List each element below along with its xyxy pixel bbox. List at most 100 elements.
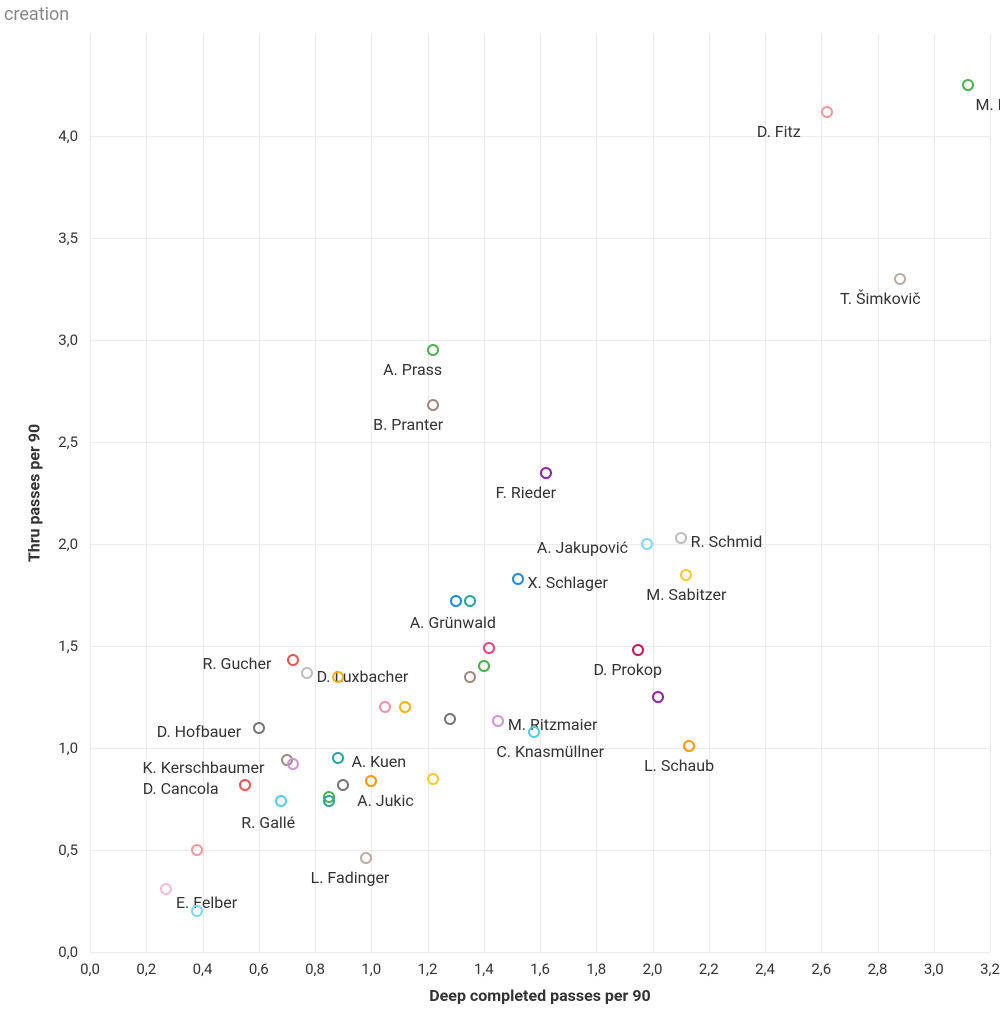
gridline-vertical — [203, 34, 204, 952]
gridline-vertical — [878, 34, 879, 952]
gridline-horizontal — [90, 442, 990, 443]
y-tick-label: 1,0 — [58, 739, 78, 757]
data-point — [427, 399, 439, 411]
gridline-horizontal — [90, 850, 990, 851]
data-point-label: D. Fitz — [757, 122, 801, 141]
data-point — [365, 775, 377, 787]
data-point — [478, 660, 490, 672]
data-point — [483, 642, 495, 654]
y-tick-label: 2,5 — [58, 433, 78, 451]
x-tick-label: 2,8 — [868, 960, 888, 978]
plot-area: 0,00,20,40,60,81,01,21,41,61,82,02,22,42… — [90, 34, 990, 952]
x-tick-label: 1,8 — [586, 960, 606, 978]
data-point-label: M. Liendl — [976, 95, 1000, 114]
data-point — [360, 852, 372, 864]
data-point — [301, 667, 313, 679]
y-tick-label: 1,5 — [58, 637, 78, 655]
data-point — [464, 595, 476, 607]
x-tick-label: 2,0 — [643, 960, 663, 978]
data-point — [191, 844, 203, 856]
data-point — [332, 671, 344, 683]
data-point — [641, 538, 653, 550]
data-point-label: K. Kerschbaumer — [143, 758, 265, 777]
data-point — [399, 701, 411, 713]
data-point — [652, 691, 664, 703]
data-point-label: A. Kuen — [352, 752, 407, 771]
x-tick-label: 0,0 — [80, 960, 100, 978]
data-point — [894, 273, 906, 285]
data-point-label: D. Hofbauer — [157, 722, 241, 741]
y-tick-label: 0,5 — [58, 841, 78, 859]
y-tick-label: 2,0 — [58, 535, 78, 553]
gridline-vertical — [934, 34, 935, 952]
data-point — [492, 715, 504, 727]
data-point-label: A. Jukic — [357, 791, 414, 810]
data-point — [450, 595, 462, 607]
data-point — [287, 654, 299, 666]
chart-title: creation — [4, 4, 69, 25]
y-tick-label: 4,0 — [58, 127, 78, 145]
data-point-label: R. Gallé — [241, 813, 295, 832]
gridline-horizontal — [90, 136, 990, 137]
gridline-vertical — [596, 34, 597, 952]
data-point-label: E. Felber — [176, 893, 237, 912]
data-point — [512, 573, 524, 585]
data-point — [160, 883, 172, 895]
y-tick-label: 0,0 — [58, 943, 78, 961]
x-tick-label: 1,6 — [530, 960, 550, 978]
x-tick-label: 0,6 — [249, 960, 269, 978]
data-point — [275, 795, 287, 807]
data-point — [253, 722, 265, 734]
x-tick-label: 1,0 — [361, 960, 381, 978]
data-point — [632, 644, 644, 656]
data-point-label: L. Fadinger — [311, 868, 390, 887]
data-point-label: D. Prokop — [593, 660, 662, 679]
x-tick-label: 1,2 — [418, 960, 438, 978]
data-point — [683, 740, 695, 752]
gridline-vertical — [765, 34, 766, 952]
data-point-label: D. Luxbacher — [317, 667, 409, 686]
gridline-vertical — [90, 34, 91, 952]
data-point — [528, 726, 540, 738]
data-point — [379, 701, 391, 713]
x-tick-label: 2,4 — [755, 960, 775, 978]
gridline-vertical — [428, 34, 429, 952]
data-point-label: B. Pranter — [373, 415, 443, 434]
gridline-vertical — [371, 34, 372, 952]
data-point-label: R. Gucher — [203, 654, 272, 673]
data-point — [287, 758, 299, 770]
data-point — [675, 532, 687, 544]
data-point — [239, 779, 251, 791]
gridline-vertical — [315, 34, 316, 952]
gridline-horizontal — [90, 646, 990, 647]
gridline-vertical — [484, 34, 485, 952]
x-axis-label: Deep completed passes per 90 — [429, 986, 650, 1005]
x-tick-label: 1,4 — [474, 960, 494, 978]
data-point — [337, 779, 349, 791]
data-point — [191, 905, 203, 917]
y-axis-label: Thru passes per 90 — [25, 424, 44, 562]
gridline-horizontal — [90, 238, 990, 239]
x-tick-label: 3,2 — [980, 960, 1000, 978]
x-tick-label: 3,0 — [924, 960, 944, 978]
data-point-label: A. Prass — [383, 360, 442, 379]
data-point — [323, 795, 335, 807]
x-tick-label: 0,4 — [193, 960, 213, 978]
gridline-vertical — [709, 34, 710, 952]
y-tick-label: 3,5 — [58, 229, 78, 247]
data-point — [332, 752, 344, 764]
x-tick-label: 0,8 — [305, 960, 325, 978]
data-point-label: F. Rieder — [496, 483, 556, 502]
gridline-vertical — [653, 34, 654, 952]
data-point-label: L. Schaub — [644, 756, 714, 775]
gridline-vertical — [146, 34, 147, 952]
y-tick-label: 3,0 — [58, 331, 78, 349]
data-point — [427, 344, 439, 356]
x-tick-label: 0,2 — [136, 960, 156, 978]
scatter-chart: creation 0,00,20,40,60,81,01,21,41,61,82… — [0, 0, 1000, 1028]
data-point — [464, 671, 476, 683]
data-point-label: D. Cancola — [143, 779, 219, 798]
data-point-label: C. Knasmüllner — [496, 742, 604, 761]
x-tick-label: 2,6 — [811, 960, 831, 978]
data-point-label: R. Schmid — [691, 532, 763, 551]
